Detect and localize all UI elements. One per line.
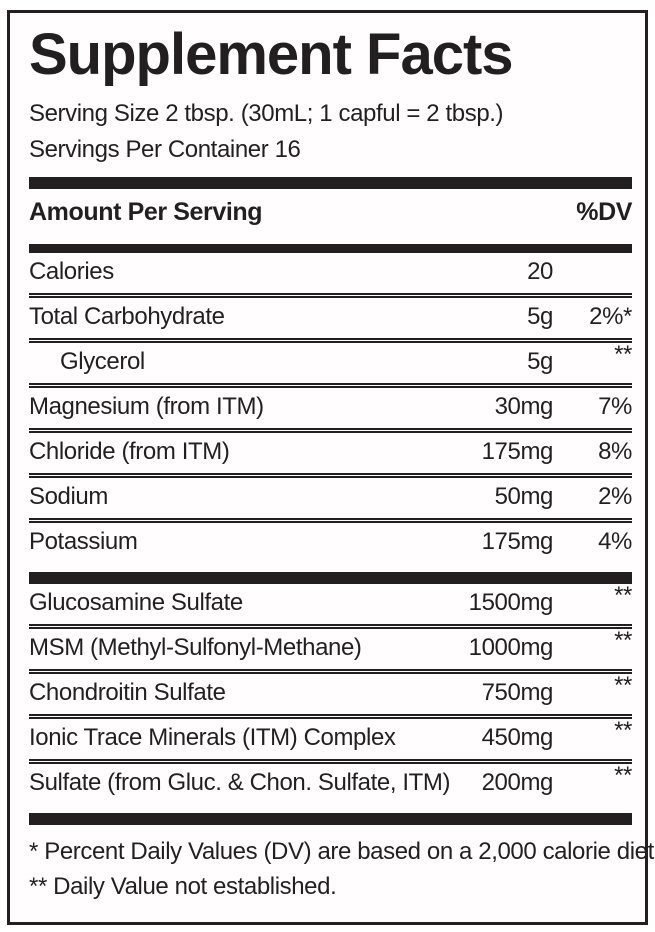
- nutrient-amount: 450mg: [481, 723, 554, 751]
- nutrient-amount: 5g: [527, 347, 553, 375]
- footnote-not-established: ** Daily Value not established.: [29, 872, 337, 900]
- nutrient-amount: 30mg: [494, 392, 554, 420]
- nutrient-dv: 2%*: [589, 302, 632, 330]
- table-row: Chondroitin Sulfate 750mg **: [29, 668, 632, 714]
- nutrient-name: Glycerol: [60, 347, 145, 375]
- supplement-facts-panel: Supplement Facts Serving Size 2 tbsp. (3…: [7, 10, 655, 926]
- table-header-row: Amount Per Serving %DV: [29, 189, 632, 235]
- table-row: Chloride (from ITM) 175mg 8%: [29, 427, 632, 473]
- divider-bar-bottom: [29, 812, 632, 825]
- nutrient-dv: **: [614, 716, 632, 744]
- table-row: Total Carbohydrate 5g 2%*: [29, 292, 632, 338]
- serving-size-line: Serving Size 2 tbsp. (30mL; 1 capful = 2…: [29, 99, 504, 127]
- nutrient-dv: 2%: [598, 482, 632, 510]
- divider-bar-top: [29, 176, 632, 189]
- nutrient-name: Potassium: [29, 527, 138, 555]
- nutrient-name: Chondroitin Sulfate: [29, 678, 226, 706]
- nutrient-amount: 750mg: [481, 678, 554, 706]
- nutrient-dv: **: [614, 761, 632, 789]
- nutrient-dv: 8%: [598, 437, 632, 465]
- panel-title: Supplement Facts: [29, 22, 514, 87]
- nutrient-amount: 175mg: [481, 527, 554, 555]
- table-row: Sodium 50mg 2%: [29, 472, 632, 518]
- nutrient-name: Magnesium (from ITM): [29, 392, 264, 420]
- nutrient-name: Chloride (from ITM): [29, 437, 230, 465]
- table-row: Ionic Trace Minerals (ITM) Complex 450mg…: [29, 713, 632, 759]
- table-row: Potassium 175mg 4%: [29, 517, 632, 563]
- nutrient-amount: 1000mg: [468, 633, 554, 661]
- table-row: Glucosamine Sulfate 1500mg **: [29, 581, 632, 624]
- nutrient-name: Sulfate (from Gluc. & Chon. Sulfate, ITM…: [29, 768, 451, 796]
- nutrient-name: Calories: [29, 257, 114, 285]
- nutrient-name: MSM (Methyl-Sulfonyl-Methane): [29, 633, 362, 661]
- nutrient-amount: 200mg: [481, 768, 554, 796]
- divider-bar-header: [29, 243, 632, 253]
- table-row: MSM (Methyl-Sulfonyl-Methane) 1000mg **: [29, 623, 632, 669]
- servings-per-container-line: Servings Per Container 16: [29, 135, 301, 163]
- nutrient-dv: **: [614, 626, 632, 654]
- nutrients-section-2: Glucosamine Sulfate 1500mg ** MSM (Methy…: [29, 581, 632, 804]
- nutrient-dv: 7%: [598, 392, 632, 420]
- nutrient-dv: 4%: [598, 527, 632, 555]
- nutrient-dv: **: [614, 340, 632, 368]
- divider-bar-middle: [29, 571, 632, 584]
- nutrient-amount: 1500mg: [468, 588, 554, 616]
- nutrient-dv: **: [614, 581, 632, 609]
- table-row: Calories 20: [29, 253, 632, 293]
- nutrient-name: Glucosamine Sulfate: [29, 588, 243, 616]
- nutrient-name: Total Carbohydrate: [29, 302, 225, 330]
- nutrient-amount: 50mg: [494, 482, 554, 510]
- table-row: Magnesium (from ITM) 30mg 7%: [29, 382, 632, 428]
- nutrient-amount: 5g: [527, 302, 553, 330]
- nutrient-name: Sodium: [29, 482, 108, 510]
- table-row: Sulfate (from Gluc. & Chon. Sulfate, ITM…: [29, 758, 632, 804]
- footnotes: * Percent Daily Values (DV) are based on…: [29, 825, 655, 911]
- nutrient-amount: 175mg: [481, 437, 554, 465]
- nutrient-amount: 20: [527, 257, 553, 285]
- nutrients-section-1: Calories 20 Total Carbohydrate 5g 2%* Gl…: [29, 253, 632, 563]
- nutrient-dv: **: [614, 671, 632, 699]
- nutrient-name: Ionic Trace Minerals (ITM) Complex: [29, 723, 396, 751]
- amount-per-serving-header: Amount Per Serving: [29, 197, 263, 226]
- table-row: Glycerol 5g **: [29, 337, 632, 383]
- footnote-dv: * Percent Daily Values (DV) are based on…: [29, 837, 655, 865]
- dv-header: %DV: [576, 197, 632, 226]
